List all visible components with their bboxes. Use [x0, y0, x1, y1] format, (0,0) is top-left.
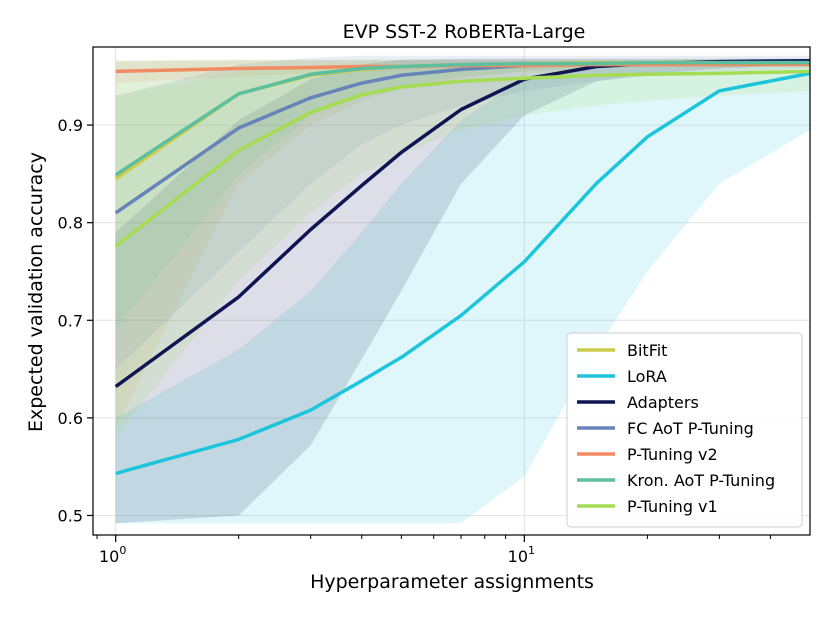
band-fc-aot-p-tuning — [115, 55, 810, 370]
y-tick-label: 0.8 — [58, 214, 83, 233]
line-kron-aot-p-tuning — [114, 60, 810, 177]
y-tick-label: 0.6 — [58, 409, 83, 428]
y-axis-label: Expected validation accuracy — [25, 152, 47, 432]
band-adapters — [115, 58, 810, 524]
legend-label: Kron. AoT P-Tuning — [627, 471, 775, 490]
y-axis: 0.5 0.6 0.7 0.8 0.9 — [58, 116, 93, 525]
line-p-tuning-v1 — [114, 69, 811, 248]
y-tick-label: 0.5 — [58, 506, 83, 525]
legend-label: FC AoT P-Tuning — [627, 419, 754, 438]
band-p-tuning-v1 — [115, 65, 810, 438]
legend-label: Adapters — [627, 393, 699, 412]
legend-label: LoRA — [627, 367, 667, 386]
band-lora — [115, 63, 810, 524]
x-axis-label: Hyperparameter assignments — [310, 571, 594, 593]
y-tick-label: 0.9 — [58, 116, 83, 135]
y-tick-label: 0.7 — [58, 311, 83, 330]
series-lines — [114, 58, 811, 476]
legend-label: P-Tuning v2 — [627, 445, 718, 464]
line-lora — [115, 71, 811, 476]
band-kron-aot-p-tuning — [115, 59, 810, 330]
legend-box — [566, 332, 803, 528]
legend: BitFit LoRA Adapters FC AoT P-Tuning P-Tunin… — [566, 332, 803, 528]
x-axis: 100 101 — [96, 535, 771, 566]
x-tick-label: 101 — [508, 544, 535, 566]
plot-frame — [92, 46, 811, 536]
legend-label: P-Tuning v1 — [627, 497, 718, 516]
band-bitfit — [115, 59, 810, 428]
x-tick-label: 100 — [99, 544, 126, 566]
chart-title: EVP SST-2 RoBERTa-Large — [343, 21, 586, 43]
legend-label: BitFit — [627, 341, 667, 360]
